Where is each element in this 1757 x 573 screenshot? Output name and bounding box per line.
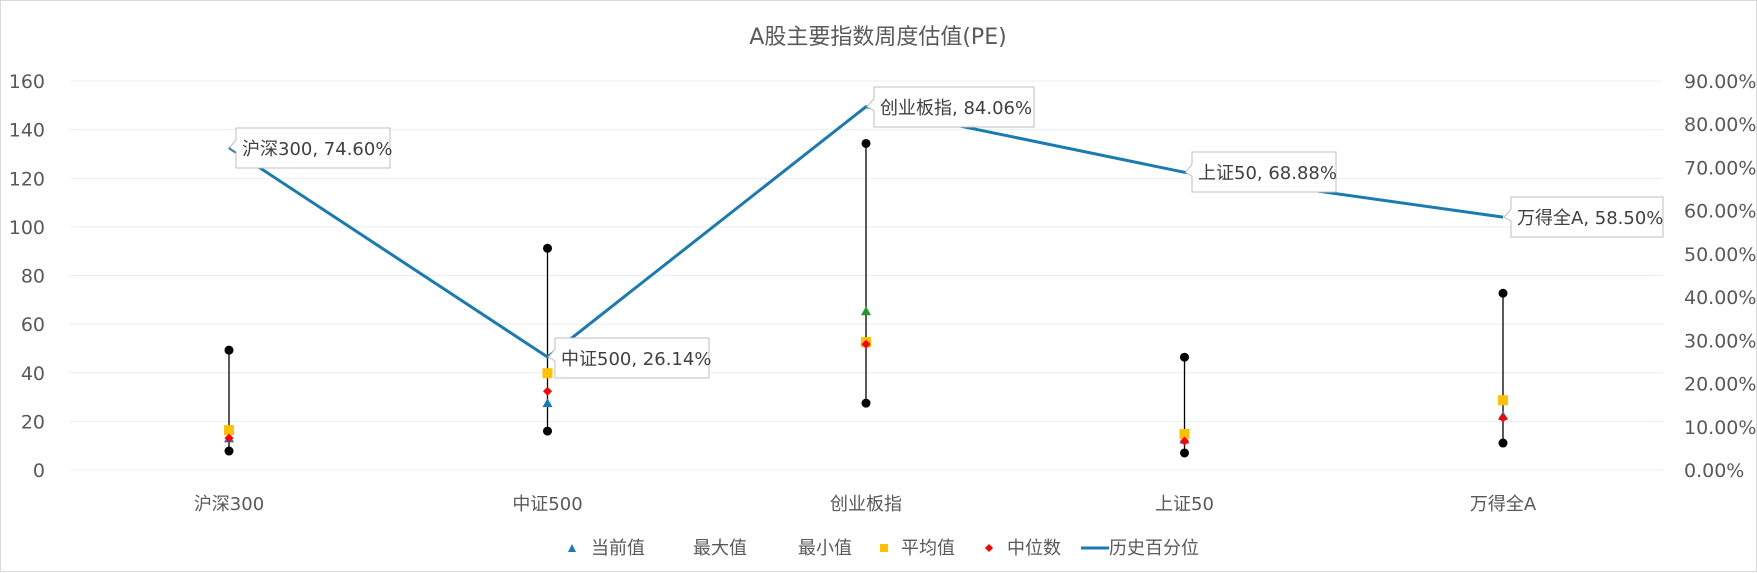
data-label-text: 万得全A, 58.50% — [1517, 208, 1663, 229]
right-axis-tick-label: 10.00% — [1684, 417, 1756, 439]
left-axis-tick-label: 80 — [21, 266, 45, 288]
left-axis-tick-label: 20 — [21, 411, 45, 433]
legend-label: 最小值 — [798, 538, 852, 559]
min-value-dot-marker — [543, 426, 552, 436]
max-value-dot-marker — [1180, 352, 1189, 362]
x-axis-category-label: 上证50 — [1155, 494, 1214, 515]
right-axis-tick-label: 0.00% — [1684, 460, 1744, 482]
min-value-dot-marker — [1498, 438, 1508, 448]
marker-series — [224, 138, 1508, 458]
diamond-icon — [985, 544, 993, 552]
right-axis-tick-label: 30.00% — [1684, 330, 1756, 352]
square-icon — [880, 544, 888, 552]
left-axis-tick-label: 160 — [9, 71, 45, 93]
data-label-box — [1503, 196, 1664, 238]
left-axis-tick-label: 40 — [21, 363, 45, 385]
chart-title: A股主要指数周度估值(PE) — [749, 25, 1006, 50]
current-value-triangle-marker — [542, 398, 553, 408]
right-axis-tick-label: 90.00% — [1684, 71, 1756, 93]
min-value-dot-marker — [861, 398, 871, 408]
median-diamond-marker — [861, 339, 871, 349]
current-value-triangle-marker — [861, 306, 871, 316]
left-axis-tick-label: 120 — [9, 168, 45, 190]
x-axis-category-label: 中证500 — [512, 494, 582, 515]
max-value-dot-marker — [1498, 288, 1508, 298]
data-label-text: 中证500, 26.14% — [561, 349, 711, 370]
median-diamond-marker — [1180, 436, 1189, 446]
data-label-callout: 创业板指, 84.06% — [866, 86, 1035, 128]
legend-item: 当前值 — [568, 538, 645, 559]
left-axis-tick-label: 0 — [33, 460, 45, 482]
right-axis-tick-label: 70.00% — [1684, 157, 1756, 179]
legend-item: 中位数 — [985, 538, 1061, 559]
legend-label: 当前值 — [591, 538, 645, 559]
data-label-box — [547, 337, 710, 379]
data-label-box — [229, 127, 391, 169]
legend-label: 最大值 — [693, 538, 747, 559]
max-value-dot-marker — [543, 243, 552, 253]
legend-item: 历史百分位 — [1081, 538, 1199, 559]
left-y-axis: 0 20 40 60 80 100 120 140 160 — [9, 71, 45, 482]
min-value-dot-marker — [1180, 448, 1189, 458]
x-axis-category-label: 沪深300 — [194, 494, 264, 515]
right-axis-tick-label: 40.00% — [1684, 287, 1756, 309]
x-axis-category-label: 创业板指 — [830, 494, 902, 515]
legend-item: 最大值 — [693, 538, 747, 559]
data-label-callout: 万得全A, 58.50% — [1503, 196, 1664, 238]
x-axis-category-label: 万得全A — [1470, 494, 1537, 515]
legend-item: 平均值 — [880, 538, 955, 559]
right-axis-tick-label: 60.00% — [1684, 201, 1756, 223]
left-axis-tick-label: 60 — [21, 314, 45, 336]
max-value-dot-marker — [224, 345, 234, 355]
x-axis: 沪深300 中证500 创业板指 上证50 万得全A — [194, 494, 1537, 515]
legend-label: 中位数 — [1007, 538, 1061, 559]
mean-square-marker — [1179, 429, 1190, 440]
right-axis-tick-label: 20.00% — [1684, 374, 1756, 396]
left-axis-tick-label: 140 — [9, 120, 45, 142]
data-label-callout: 上证50, 68.88% — [1184, 151, 1337, 193]
right-y-axis: 0.00% 10.00% 20.00% 30.00% 40.00% 50.00% 60.00… — [1684, 71, 1756, 482]
data-label-box — [1184, 151, 1337, 193]
mean-square-marker — [1498, 395, 1508, 406]
mean-square-marker — [542, 368, 553, 379]
median-diamond-marker — [1498, 413, 1508, 423]
mean-square-marker — [224, 425, 234, 436]
legend-label: 历史百分位 — [1109, 538, 1199, 559]
median-diamond-marker — [224, 433, 234, 443]
right-axis-tick-label: 80.00% — [1684, 114, 1756, 136]
data-label-text: 上证50, 68.88% — [1198, 163, 1337, 184]
max-value-dot-marker — [861, 138, 871, 148]
data-labels: 沪深300, 74.60% 中证500, 26.14% 创业板指, 84.06% 上证… — [229, 86, 1664, 379]
legend-label: 平均值 — [901, 538, 955, 559]
data-label-text: 沪深300, 74.60% — [242, 139, 392, 160]
median-diamond-marker — [543, 386, 552, 396]
triangle-icon — [568, 544, 576, 552]
data-label-callout: 沪深300, 74.60% — [229, 127, 392, 169]
right-axis-tick-label: 50.00% — [1684, 244, 1756, 266]
legend-item: 最小值 — [798, 538, 852, 559]
left-axis-tick-label: 100 — [9, 217, 45, 239]
data-label-callout: 中证500, 26.14% — [547, 337, 711, 379]
data-label-box — [866, 86, 1035, 128]
min-value-dot-marker — [224, 446, 234, 456]
data-label-text: 创业板指, 84.06% — [880, 98, 1032, 119]
legend: 当前值 最大值 最小值 平均值 中位数 历史百分位 — [568, 538, 1199, 559]
